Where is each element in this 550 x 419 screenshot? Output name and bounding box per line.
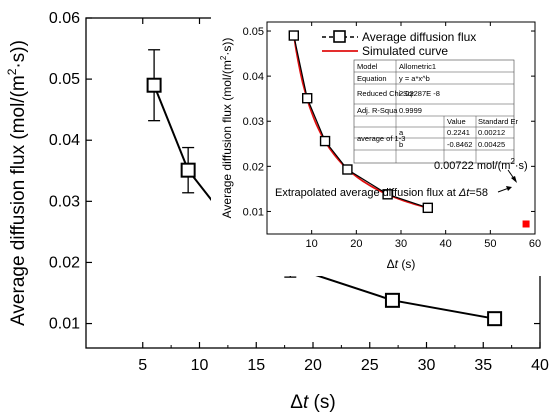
- inset-extrapolated-point: [522, 220, 530, 228]
- y-tick-label: 0.02: [49, 254, 80, 271]
- fit-table: Model Allometric1 Equation y = a*x^b Red…: [353, 59, 519, 164]
- inset-legend: Average diffusion flux Simulated curve: [322, 30, 476, 58]
- y-tick-label: 0.04: [49, 132, 80, 149]
- fit-table-border: [353, 59, 515, 164]
- main-y-ticks: 0.01 0.02 0.03 0.04 0.05 0.06: [49, 10, 540, 333]
- fit-cell: Value: [447, 117, 466, 126]
- x-tick-label: 15: [247, 357, 265, 374]
- inset-series-markers: [288, 30, 433, 214]
- y-tick-label: 0.03: [49, 193, 80, 210]
- main-x-axis-title: Δt (s): [290, 392, 335, 413]
- x-tick-label: 35: [474, 357, 492, 374]
- inset-data-point: [288, 30, 299, 41]
- inset-data-point: [382, 189, 393, 200]
- fit-cell: b: [399, 140, 403, 149]
- data-point: [487, 311, 503, 327]
- fit-cell: Allometric1: [399, 62, 436, 71]
- extrapolated-value-label: 0.00722 mol/(m2·s): [434, 157, 528, 172]
- main-y-axis-title: Average diffusion flux (mol/(m2·s)): [5, 40, 29, 326]
- inset-x-axis-title: Δt (s): [387, 257, 416, 271]
- x-tick-label: 40: [531, 357, 549, 374]
- extrapolation-arrow-head: [506, 186, 512, 191]
- main-chart: 5 10 15 20 25 30 35 40 0.01 0.02 0.03 0.04 0.05 0.06…: [5, 10, 549, 413]
- inset-data-point: [302, 93, 313, 104]
- fit-cell: Model: [357, 62, 378, 71]
- inset-data-point: [342, 164, 353, 175]
- fit-cell: -0.8462: [447, 140, 472, 149]
- inset-y-axis-title: Average diffusion flux (mol/(m2·s)): [219, 38, 234, 219]
- extrapolation-label: Extrapolated average diffusion flux at Δ…: [275, 187, 488, 199]
- value-arrow-head: [511, 176, 517, 183]
- fit-cell: Adj. R-Squa: [357, 106, 398, 115]
- y-tick-label: 0.05: [49, 71, 80, 88]
- legend-label-flux: Average diffusion flux: [362, 30, 476, 44]
- inset-x-tick-label: 50: [484, 238, 496, 250]
- fit-cell: 0.00425: [478, 140, 505, 149]
- inset-chart: 10 20 30 40 50 60 0.01 0.02 0.03 0.04 0.05 Averag…: [211, 8, 541, 276]
- x-tick-label: 25: [361, 357, 379, 374]
- fit-cell: Reduced Chi-Sqr: [357, 89, 415, 98]
- fit-cell: Equation: [357, 74, 387, 83]
- legend-label-fit: Simulated curve: [362, 44, 448, 58]
- x-tick-label: 10: [191, 357, 209, 374]
- main-x-ticks: 5 10 15 20 25 30 35 40: [138, 18, 549, 374]
- inset-x-tick-label: 60: [529, 238, 541, 250]
- inset-x-tick-label: 40: [440, 238, 452, 250]
- fit-cell: y = a*x^b: [399, 74, 430, 83]
- inset-y-tick-label: 0.02: [243, 161, 264, 173]
- fit-cell: 0.9999: [399, 106, 422, 115]
- fit-cell: 2.02287E -8: [399, 89, 440, 98]
- fit-cell: average of 1-3: [357, 134, 405, 143]
- x-tick-label: 20: [304, 357, 322, 374]
- inset-x-tick-label: 10: [306, 238, 318, 250]
- y-tick-label: 0.06: [49, 10, 80, 27]
- inset-y-tick-label: 0.03: [243, 116, 264, 128]
- x-tick-label: 30: [418, 357, 436, 374]
- inset-y-ticks: 0.01 0.02 0.03 0.04 0.05: [243, 26, 535, 218]
- inset-y-tick-label: 0.04: [243, 71, 264, 83]
- y-tick-label: 0.01: [49, 316, 80, 333]
- inset-data-point: [422, 202, 433, 214]
- inset-series-line: [293, 35, 428, 209]
- inset-data-point: [319, 135, 331, 147]
- x-tick-label: 5: [138, 357, 147, 374]
- fit-cell: 0.2241: [447, 128, 470, 137]
- inset-y-tick-label: 0.05: [243, 26, 264, 38]
- inset-y-tick-label: 0.01: [243, 206, 264, 218]
- inset-x-tick-label: 20: [350, 238, 362, 250]
- data-point: [384, 292, 400, 308]
- fit-cell: a: [399, 128, 404, 137]
- inset-fit-curve: [292, 34, 429, 209]
- data-point: [180, 162, 196, 178]
- data-point: [146, 77, 162, 93]
- fit-cell: 0.00212: [478, 128, 505, 137]
- fit-cell: Standard Er: [478, 117, 519, 126]
- legend-marker-flux: [333, 30, 346, 43]
- inset-x-ticks: 10 20 30 40 50 60: [306, 22, 541, 250]
- inset-x-tick-label: 30: [395, 238, 407, 250]
